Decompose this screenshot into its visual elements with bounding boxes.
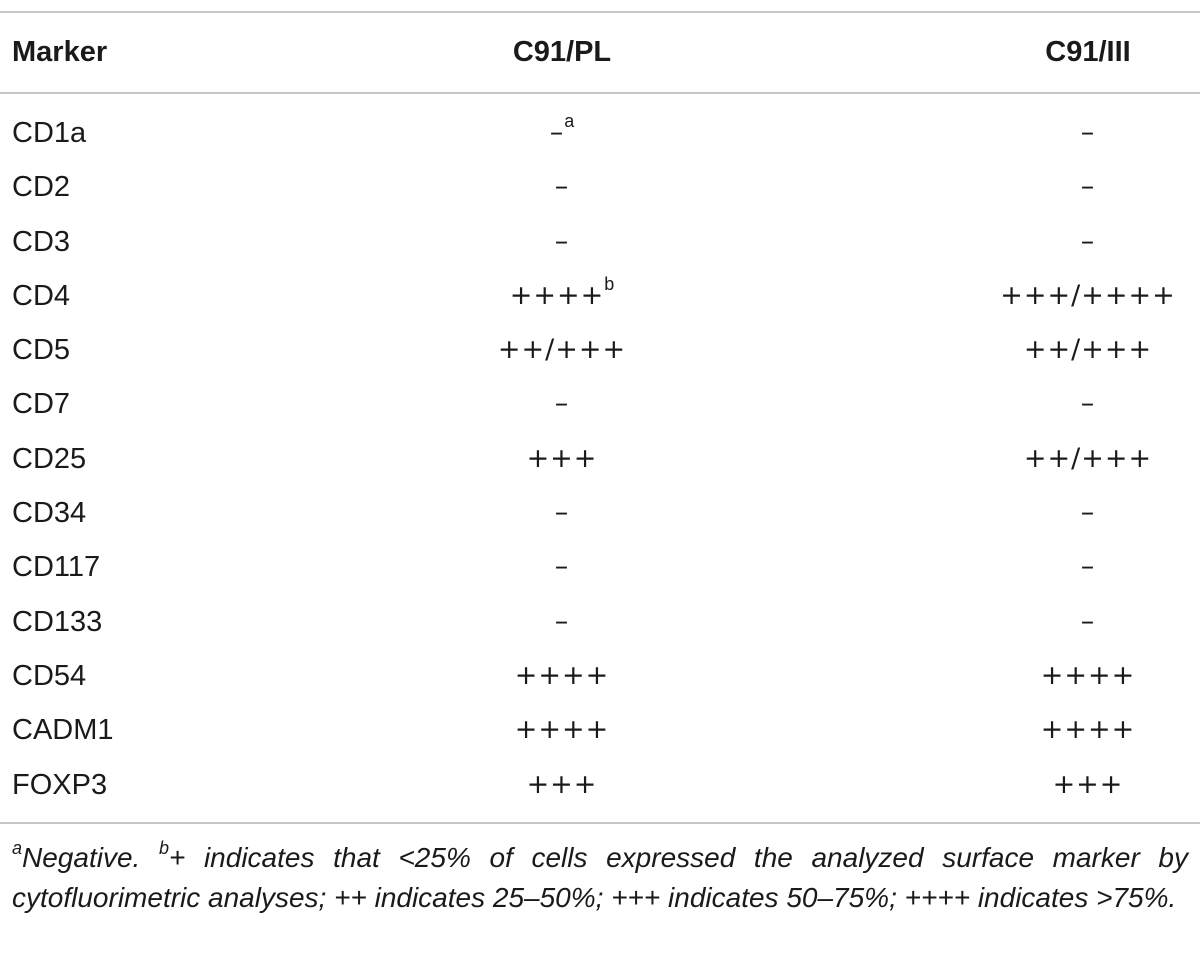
table-footnote: aNegative. b+ indicates that <25% of cel… [12,838,1188,918]
cell-c91-pl: +++ [462,432,662,486]
table-row: CD1a –a – [0,106,1200,160]
cell-c91-pl-value: – [554,388,570,420]
table-row: CD5 ++/+++ ++/+++ [0,323,1200,377]
table-row: CD34 – – [0,486,1200,540]
cell-marker: CD34 [12,497,87,530]
cell-c91-pl-value: – [554,551,570,583]
cell-marker: CD54 [12,659,87,692]
table-row: CD117 – – [0,540,1200,594]
cell-marker: CD25 [12,442,87,475]
cell-marker: CADM1 [12,714,114,747]
footer-rule [0,822,1200,824]
cell-c91-iii: ++++ [1040,659,1136,691]
footnote-ref: a [564,111,575,131]
cell-c91-pl-value: ++++ [509,279,605,311]
table-row: CD133 – – [0,595,1200,649]
cell-c91-pl: +++ [462,758,662,812]
footnote-b-mark: b [158,837,169,858]
cell-c91-iii: +++/++++ [1000,279,1176,311]
header-rule [0,92,1200,94]
cell-marker: CD2 [12,171,71,204]
cell-c91-pl: ++++b [462,269,662,323]
cell-c91-pl-value: ++++ [514,659,610,691]
cell-c91-pl-value: – [554,171,570,203]
cell-c91-iii: ++++ [1040,714,1136,746]
top-rule [0,11,1200,13]
cell-c91-iii: – [1080,388,1096,420]
table-row: CD25 +++ ++/+++ [0,432,1200,486]
cell-c91-iii: – [1080,551,1096,583]
cell-c91-iii: ++/+++ [1023,442,1153,474]
cell-marker: FOXP3 [12,768,108,801]
cell-c91-iii: – [1080,497,1096,529]
cell-c91-iii: – [1080,171,1096,203]
table-body: CD1a –a – CD2– – CD3– – CD4 ++++b +++/++++ CD5 ++/+… [0,106,1200,812]
cell-c91-pl-value: – [554,605,570,637]
cell-marker: CD133 [12,605,103,638]
cell-c91-pl: ++/+++ [462,323,662,377]
header-marker: Marker [12,36,108,68]
cell-c91-pl-value: ++/+++ [497,334,627,366]
cell-c91-pl: – [462,486,662,540]
header-c91-iii: C91/III [1045,36,1131,68]
footnote-ref: b [604,273,615,294]
table-row: CD7 – – [0,377,1200,431]
cell-marker: CD4 [12,279,71,312]
table-row: CD54 ++++ ++++ [0,649,1200,703]
footnote-b-text: + indicates that <25% of cells expressed… [12,842,1188,913]
cell-c91-pl: –a [462,106,662,160]
header-c91-pl: C91/PL [512,36,612,68]
cell-c91-pl: – [462,377,662,431]
table-row: CADM1 ++++ ++++ [0,703,1200,757]
cell-c91-pl: – [462,595,662,649]
footnote-a-text: Negative. [22,842,159,873]
cell-marker: CD5 [12,334,71,367]
table-row: CD4 ++++b +++/++++ [0,269,1200,323]
table-header: Marker C91/PL C91/III [0,30,1200,74]
table-row: CD3 – – [0,215,1200,269]
cell-c91-pl: – [462,160,662,214]
cell-c91-pl: – [462,540,662,594]
cell-c91-pl-value: – [554,225,570,257]
cell-c91-pl-value: – [554,497,570,529]
cell-marker: CD7 [12,388,71,421]
footnote-a-mark: a [12,837,23,858]
cell-c91-iii: +++ [1052,768,1124,800]
cell-c91-pl: ++++ [462,649,662,703]
cell-c91-pl-value: +++ [526,768,598,800]
cell-c91-pl: – [462,215,662,269]
cell-marker: CD3 [12,225,71,258]
cell-c91-iii: – [1080,605,1096,637]
cell-marker: CD117 [12,551,101,584]
cell-marker: CD1a [12,117,87,149]
table-row: FOXP3 +++ +++ [0,758,1200,812]
cell-c91-pl-value: – [549,117,565,148]
table-row: CD2 – – [0,160,1200,214]
cell-c91-pl-value: +++ [526,442,598,474]
cell-c91-pl-value: ++++ [514,714,610,746]
cell-c91-pl: ++++ [462,703,662,757]
cell-c91-iii: – [1080,117,1096,148]
cell-c91-iii: ++/+++ [1023,334,1153,366]
cell-c91-iii: – [1080,225,1096,257]
